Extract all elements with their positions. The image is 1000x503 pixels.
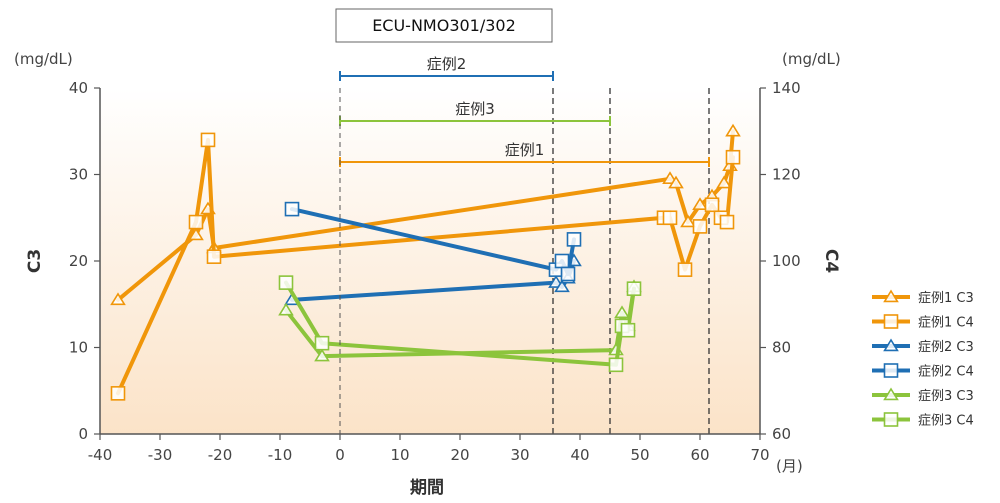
triangle-marker xyxy=(278,302,294,316)
y-left-title: C3 xyxy=(25,249,45,273)
square-marker xyxy=(188,214,204,230)
triangle-marker xyxy=(725,123,741,137)
period-label: 症例1 xyxy=(505,141,545,159)
legend-item: 症例2 C4 xyxy=(872,363,974,380)
series-症例3 C4 xyxy=(278,275,642,373)
square-marker xyxy=(704,197,720,213)
x-tick-label: 20 xyxy=(450,446,469,464)
y-right-ticks: 60 80 100 120 140 xyxy=(760,79,801,443)
y-right-tick-label: 60 xyxy=(772,425,791,443)
square-marker xyxy=(677,262,693,277)
square-marker xyxy=(608,357,624,373)
triangle-marker xyxy=(883,289,899,303)
square-marker xyxy=(110,386,126,401)
square-marker xyxy=(560,266,576,282)
legend-item: 症例2 C3 xyxy=(872,338,974,355)
triangle-marker xyxy=(716,175,732,189)
chart-title: ECU-NMO301/302 xyxy=(372,16,516,35)
triangle-marker xyxy=(110,292,126,306)
y-right-tick-label: 140 xyxy=(772,79,801,97)
y-left-tick-label: 0 xyxy=(78,425,88,443)
x-tick-label: 30 xyxy=(510,446,529,464)
x-tick-label: 60 xyxy=(690,446,709,464)
y-left-tick-label: 20 xyxy=(69,252,88,270)
x-tick-label: 40 xyxy=(570,446,589,464)
y-right-tick-label: 120 xyxy=(772,166,801,184)
y-right-tick-label: 80 xyxy=(772,339,791,357)
x-tick-label: -40 xyxy=(88,446,113,464)
square-marker xyxy=(692,219,708,234)
plot-area xyxy=(100,88,760,434)
triangle-marker xyxy=(680,214,696,228)
x-tick-label: 70 xyxy=(750,446,769,464)
triangle-marker xyxy=(554,279,570,293)
y-left-tick-label: 10 xyxy=(69,339,88,357)
x-tick-label: 50 xyxy=(630,446,649,464)
y-left-unit: (mg/dL) xyxy=(14,50,73,68)
series-症例2 C4 xyxy=(284,201,582,282)
legend-item: 症例3 C3 xyxy=(872,387,974,404)
square-marker xyxy=(883,412,899,427)
y-right-tick-label: 100 xyxy=(772,252,801,270)
series-layer xyxy=(110,123,741,401)
legend-label: 症例3 C3 xyxy=(918,389,974,404)
square-marker xyxy=(626,281,642,296)
legend-label: 症例2 C3 xyxy=(918,340,974,355)
square-marker xyxy=(620,322,636,338)
period-label: 症例3 xyxy=(455,100,495,118)
x-unit: (月) xyxy=(776,457,803,475)
period-label: 症例2 xyxy=(427,55,467,73)
x-tick-label: -10 xyxy=(268,446,293,464)
triangle-marker xyxy=(188,227,204,241)
x-tick-label: 10 xyxy=(390,446,409,464)
square-marker xyxy=(206,249,222,264)
square-marker xyxy=(284,201,300,217)
period-end-lines xyxy=(552,88,710,434)
y-left-ticks: 0 10 20 30 40 xyxy=(69,79,100,443)
legend-label: 症例1 C4 xyxy=(918,316,974,331)
x-tick-label: 0 xyxy=(335,446,345,464)
square-marker xyxy=(662,210,678,226)
square-marker xyxy=(883,314,899,329)
legend-label: 症例1 C3 xyxy=(918,291,974,306)
square-marker xyxy=(719,214,735,230)
y-right-unit: (mg/dL) xyxy=(782,50,841,68)
x-ticks: -40 -30 -20 -10 0 10 20 30 40 50 60 70 xyxy=(88,434,770,464)
triangle-marker xyxy=(314,348,330,362)
y-right-title: C4 xyxy=(821,249,841,273)
x-axis-title: 期間 xyxy=(410,478,444,498)
triangle-marker xyxy=(883,338,899,352)
legend-item: 症例1 C3 xyxy=(872,289,974,306)
triangle-marker xyxy=(692,197,708,210)
square-marker xyxy=(725,149,741,165)
triangle-marker xyxy=(668,175,684,189)
square-marker xyxy=(883,363,899,378)
series-症例1 C4 xyxy=(110,132,741,401)
treatment-period-brackets: 症例2 症例3 症例1 xyxy=(339,55,710,167)
legend-item: 症例1 C4 xyxy=(872,314,974,331)
square-marker xyxy=(554,253,570,269)
y-left-tick-label: 40 xyxy=(69,79,88,97)
triangle-marker xyxy=(883,387,899,401)
legend-item: 症例3 C4 xyxy=(872,412,974,429)
x-tick-label: -20 xyxy=(208,446,233,464)
legend-label: 症例3 C4 xyxy=(918,414,974,429)
y-left-tick-label: 30 xyxy=(69,166,88,184)
square-marker xyxy=(278,275,294,290)
legend: 症例1 C3 症例1 C4 症例2 C3 症例2 C4 症例3 C3 症例3 C4 xyxy=(872,289,974,429)
triangle-marker xyxy=(614,305,630,319)
title-box xyxy=(335,8,553,43)
legend-label: 症例2 C4 xyxy=(918,365,974,380)
x-tick-label: -30 xyxy=(148,446,173,464)
square-marker xyxy=(566,232,582,247)
square-marker xyxy=(200,132,216,148)
square-marker xyxy=(314,335,330,351)
